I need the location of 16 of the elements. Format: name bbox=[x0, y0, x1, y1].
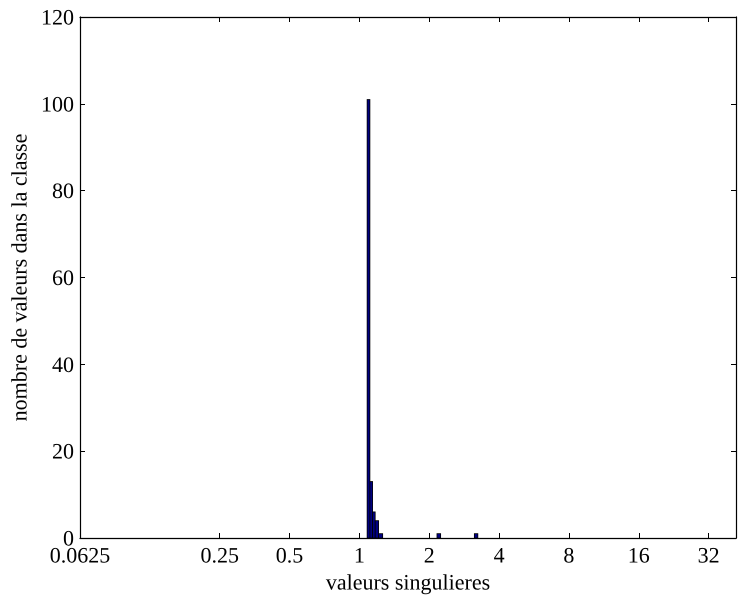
x-tick-label: 0.5 bbox=[276, 542, 304, 568]
y-tick-label: 120 bbox=[41, 4, 74, 30]
x-tick-label: 8 bbox=[563, 542, 574, 568]
x-tick-label: 1 bbox=[354, 542, 365, 568]
x-tick-label: 4 bbox=[494, 542, 505, 568]
y-tick-label: 20 bbox=[52, 438, 74, 464]
y-tick-label: 60 bbox=[52, 265, 74, 290]
y-tick-label: 40 bbox=[52, 352, 74, 377]
x-tick-label: 2 bbox=[424, 542, 435, 568]
y-tick-label: 80 bbox=[52, 178, 74, 204]
x-tick-label: 32 bbox=[698, 542, 720, 568]
x-tick-label: 0.25 bbox=[200, 542, 239, 568]
y-tick-label: 100 bbox=[41, 91, 74, 116]
x-tick-label: 16 bbox=[628, 542, 650, 568]
y-axis-title: nombre de valeurs dans la classe bbox=[6, 134, 32, 422]
x-axis-title: valeurs singulieres bbox=[326, 569, 490, 594]
